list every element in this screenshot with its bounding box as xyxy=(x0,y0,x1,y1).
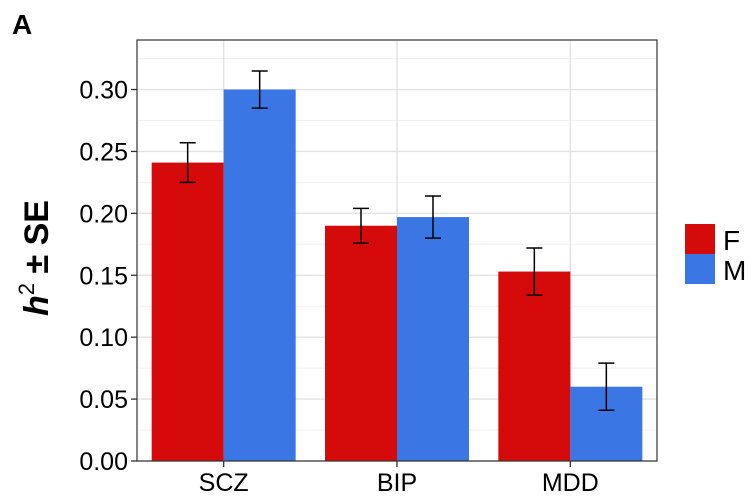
x-tick-label-scz: SCZ xyxy=(199,469,249,497)
error-bar-f-bip xyxy=(353,207,369,244)
bar-f-bip xyxy=(325,225,397,461)
y-axis-label-superscript: 2 xyxy=(14,283,39,295)
legend-item-m: M xyxy=(685,254,746,286)
y-tick-label: 0.25 xyxy=(79,138,128,166)
error-bars xyxy=(179,70,615,411)
y-tick-label: 0.15 xyxy=(79,262,128,290)
y-axis-label: h2 ± SE xyxy=(14,200,56,316)
panel-label: A xyxy=(12,9,32,40)
legend-swatch xyxy=(685,254,715,284)
legend-label: F xyxy=(723,225,740,256)
bars xyxy=(151,89,643,461)
svg-text:h2 ± SE: h2 ± SE xyxy=(14,200,56,316)
legend-item-f: F xyxy=(685,224,740,256)
y-tick-label: 0.00 xyxy=(79,448,128,476)
bar-f-scz xyxy=(151,162,224,461)
x-tick-label-bip: BIP xyxy=(377,469,417,497)
axes: 0.00 0.05 0.10 0.15 0.20 0.25 0.30 SCZ BIP MDD xyxy=(79,39,658,497)
bar-f-mdd xyxy=(498,271,571,461)
legend: FM xyxy=(685,224,746,286)
y-axis-label-suffix: ± SE xyxy=(18,200,56,283)
legend-label: M xyxy=(723,255,746,286)
error-bar-m-mdd xyxy=(598,362,615,411)
error-bar-m-scz xyxy=(251,70,268,109)
error-bar-f-mdd xyxy=(526,247,543,296)
y-tick-label: 0.05 xyxy=(79,386,128,414)
error-bar-f-scz xyxy=(179,142,196,184)
x-tick-label-mdd: MDD xyxy=(542,469,599,497)
bar-m-bip xyxy=(397,217,469,461)
error-bar-m-bip xyxy=(425,195,441,239)
y-tick-label: 0.10 xyxy=(79,324,128,352)
legend-swatch xyxy=(685,224,715,254)
y-tick-label: 0.20 xyxy=(79,200,128,228)
y-tick-label: 0.30 xyxy=(79,77,128,105)
y-axis-label-main: h xyxy=(18,295,56,316)
bar-m-scz xyxy=(223,89,296,461)
